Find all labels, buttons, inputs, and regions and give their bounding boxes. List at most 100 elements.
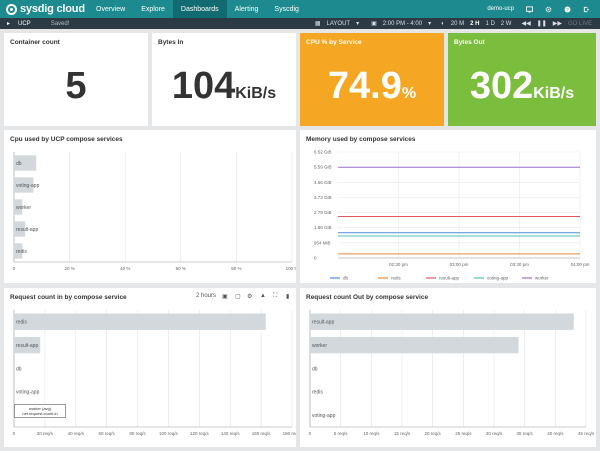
x-tick-label: 35 req/s: [517, 431, 534, 436]
brand-name: sysdig cloud: [20, 3, 85, 15]
y-tick-label: 0: [314, 256, 317, 261]
category-label: db: [16, 161, 22, 167]
tooltip-metric: net.request.count.in: [22, 411, 58, 416]
trash-icon[interactable]: ▮: [286, 294, 290, 300]
x-tick-label: 03:30 pm: [510, 262, 529, 267]
x-tick-label: 40 req/s: [547, 431, 564, 436]
comment-icon[interactable]: ▢: [235, 294, 241, 300]
x-tick-label: 20 req/s: [425, 431, 442, 436]
x-tick-label: 160 req/s: [252, 431, 272, 436]
svg-text:?: ?: [566, 7, 569, 12]
calendar-icon[interactable]: ▣: [371, 21, 377, 27]
x-tick-label: 03:00 pm: [450, 262, 469, 267]
rewind-icon[interactable]: ◀◀: [521, 21, 531, 27]
nav-overview[interactable]: Overview: [96, 5, 126, 13]
panel-title: CPU % by Service: [306, 39, 362, 46]
container-count-panel[interactable]: Container count 5: [4, 33, 148, 126]
panel-title: Cpu used by UCP compose services: [10, 136, 123, 143]
category-label: worker: [312, 343, 327, 349]
category-label: db: [16, 366, 22, 372]
chart-tooltip: worker (avg) net.request.count.in: [14, 404, 66, 418]
dashboard-name[interactable]: UCP: [18, 20, 31, 27]
pin-icon[interactable]: ▲: [260, 293, 266, 299]
chevron-down-icon: ▾: [356, 21, 360, 27]
y-tick-label: 4.66 GiB: [314, 180, 332, 185]
help-icon[interactable]: ?: [564, 6, 571, 13]
x-tick-label: 20 %: [64, 266, 74, 271]
x-tick-label: 0: [13, 266, 16, 271]
bar-redis: [14, 243, 23, 259]
calendar-icon[interactable]: ▣: [222, 294, 228, 300]
cpu-bar-chart: 0 20 % 40 % 60 % 80 % 100 % db voting-app worker…: [13, 152, 296, 271]
request-in-panel[interactable]: Request count in by compose service 2 ho…: [4, 288, 296, 447]
range-20m[interactable]: 20 M: [450, 20, 465, 27]
category-label: voting-app: [16, 390, 40, 396]
expand-icon[interactable]: ⛶: [273, 293, 278, 299]
nav-dashboards[interactable]: Dashboards: [172, 0, 227, 18]
bar-result-app: [14, 336, 41, 354]
go-live-button[interactable]: GO LIVE: [567, 20, 592, 27]
range-2h[interactable]: 2 H: [470, 20, 480, 27]
container-count-value: 5: [65, 65, 87, 107]
logout-icon[interactable]: [583, 6, 590, 13]
cpu-chart-panel[interactable]: Cpu used by UCP compose services 0 20 % 40…: [4, 130, 296, 283]
category-label: worker: [16, 205, 31, 211]
cpu-percent-panel[interactable]: CPU % by Service 74.9%: [300, 33, 444, 126]
bytes-out-value: 302KiB/s: [469, 65, 575, 107]
monitor-icon[interactable]: [526, 5, 533, 13]
forward-icon[interactable]: ▶▶: [552, 21, 562, 27]
legend-label: redis: [391, 276, 402, 281]
x-tick-label: 100 %: [286, 266, 296, 271]
bytes-in-panel[interactable]: Bytes In 104KiB/s: [152, 33, 296, 126]
request-out-panel[interactable]: Request count Out by compose service 0 5 …: [300, 288, 596, 447]
pause-icon[interactable]: ❚❚: [536, 21, 547, 27]
x-tick-label: 80 req/s: [129, 431, 146, 436]
brand-logo[interactable]: sysdig cloud: [6, 3, 88, 15]
nav-explore[interactable]: Explore: [141, 5, 165, 13]
panel-title: Bytes In: [158, 39, 184, 46]
bar-result-app: [310, 313, 574, 330]
panel-time-range[interactable]: 2 hours: [196, 293, 217, 299]
category-label: redis: [312, 390, 323, 396]
x-tick-label: 40 %: [120, 266, 130, 271]
nav-alerting[interactable]: Alerting: [234, 5, 259, 13]
legend-label: worker: [535, 276, 549, 281]
category-label: result-app: [312, 320, 334, 326]
memory-line-chart: 6.52 GiB 5.59 GiB 4.66 GiB 3.73 GiB 2.79 GiB…: [314, 150, 590, 281]
grid-icon[interactable]: ▦: [314, 21, 321, 27]
x-tick-label: 40 req/s: [68, 431, 85, 436]
layout-dropdown[interactable]: LAYOUT: [326, 20, 351, 27]
nav-sysdig[interactable]: Syscdig: [274, 5, 299, 13]
y-tick-label: 954 MiB: [314, 240, 331, 245]
x-tick-label: 140 req/s: [221, 431, 241, 436]
gear-icon[interactable]: [545, 6, 552, 13]
x-tick-label: 0: [13, 431, 16, 436]
x-tick-label: 30 req/s: [486, 431, 503, 436]
x-tick-label: 0: [309, 431, 312, 436]
x-tick-label: 20 req/s: [37, 431, 54, 436]
chevron-right-icon[interactable]: ▸: [7, 21, 11, 27]
bar-worker: [310, 336, 519, 354]
bytes-in-value: 104KiB/s: [171, 65, 277, 107]
range-2w[interactable]: 2 W: [500, 20, 512, 27]
x-tick-label: 80 %: [231, 266, 241, 271]
cpu-percent-value: 74.9%: [327, 65, 417, 107]
user-name[interactable]: demo-ucp: [487, 6, 514, 12]
legend-label: voting-app: [487, 276, 509, 281]
y-tick-label: 2.79 GiB: [314, 210, 332, 215]
bar-redis: [14, 313, 266, 330]
bar-worker: [14, 199, 23, 215]
time-range[interactable]: 2:00 PM - 4:00: [382, 20, 423, 27]
x-tick-label: 120 req/s: [190, 431, 210, 436]
memory-chart-panel[interactable]: Memory used by compose services 6.52 GiB…: [300, 130, 596, 283]
sysdig-logo-icon: [6, 3, 17, 15]
clock-icon: ◐: [441, 20, 445, 27]
panel-title: Container count: [10, 39, 60, 46]
category-label: voting-app: [16, 183, 40, 189]
range-1d[interactable]: 1 D: [485, 20, 495, 27]
gear-icon[interactable]: ⚙: [247, 294, 253, 300]
y-tick-label: 6.52 GiB: [314, 150, 332, 155]
x-tick-label: 60 %: [176, 266, 186, 271]
top-nav: sysdig cloud Overview Explore Dashboards…: [0, 0, 600, 18]
bytes-out-panel[interactable]: Bytes Out 302KiB/s: [448, 33, 596, 126]
